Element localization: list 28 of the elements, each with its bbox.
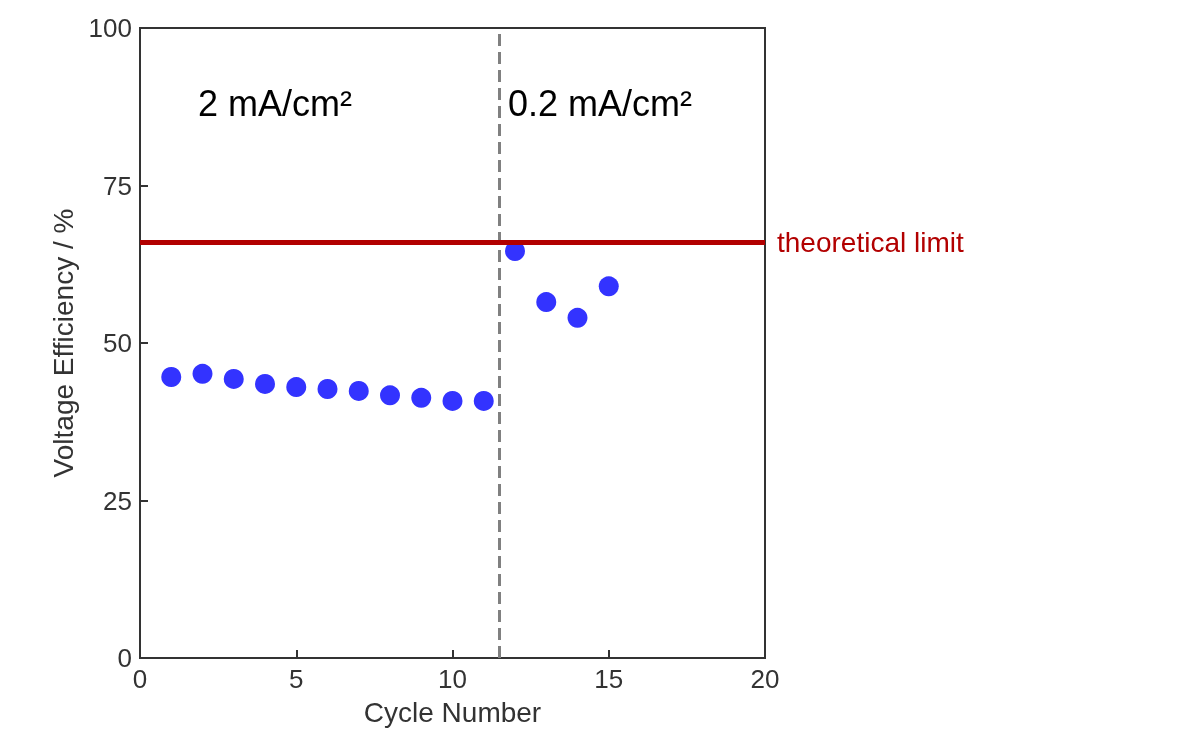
y-axis-title: Voltage Efficiency / % [48, 208, 80, 478]
x-axis-title: Cycle Number [363, 696, 542, 728]
y-tick-label: 50 [103, 328, 132, 358]
x-tick-label: 15 [594, 664, 624, 694]
point [192, 363, 213, 384]
y-tick-label: 100 [88, 13, 132, 43]
point [223, 368, 244, 389]
point [598, 276, 619, 297]
annotation: 0.2 mA/cm² [508, 82, 693, 124]
point [567, 307, 588, 328]
x-tick-label: 5 [289, 664, 304, 694]
point [473, 390, 494, 411]
point [411, 387, 432, 408]
point [442, 390, 463, 411]
x-tick-label: 20 [750, 664, 780, 694]
y-tick-label: 25 [103, 485, 132, 516]
point [161, 367, 182, 388]
point [380, 385, 400, 406]
point [255, 373, 275, 394]
x-tick-label: 10 [438, 664, 467, 694]
point [286, 377, 307, 398]
ref-line-label: theoretical limit [777, 226, 964, 258]
y-tick-label: 75 [103, 170, 132, 201]
point [317, 378, 338, 399]
point [348, 380, 369, 401]
y-tick-label: 0 [117, 643, 132, 673]
annotation: 2 mA/cm² [198, 82, 353, 124]
point [536, 292, 557, 313]
